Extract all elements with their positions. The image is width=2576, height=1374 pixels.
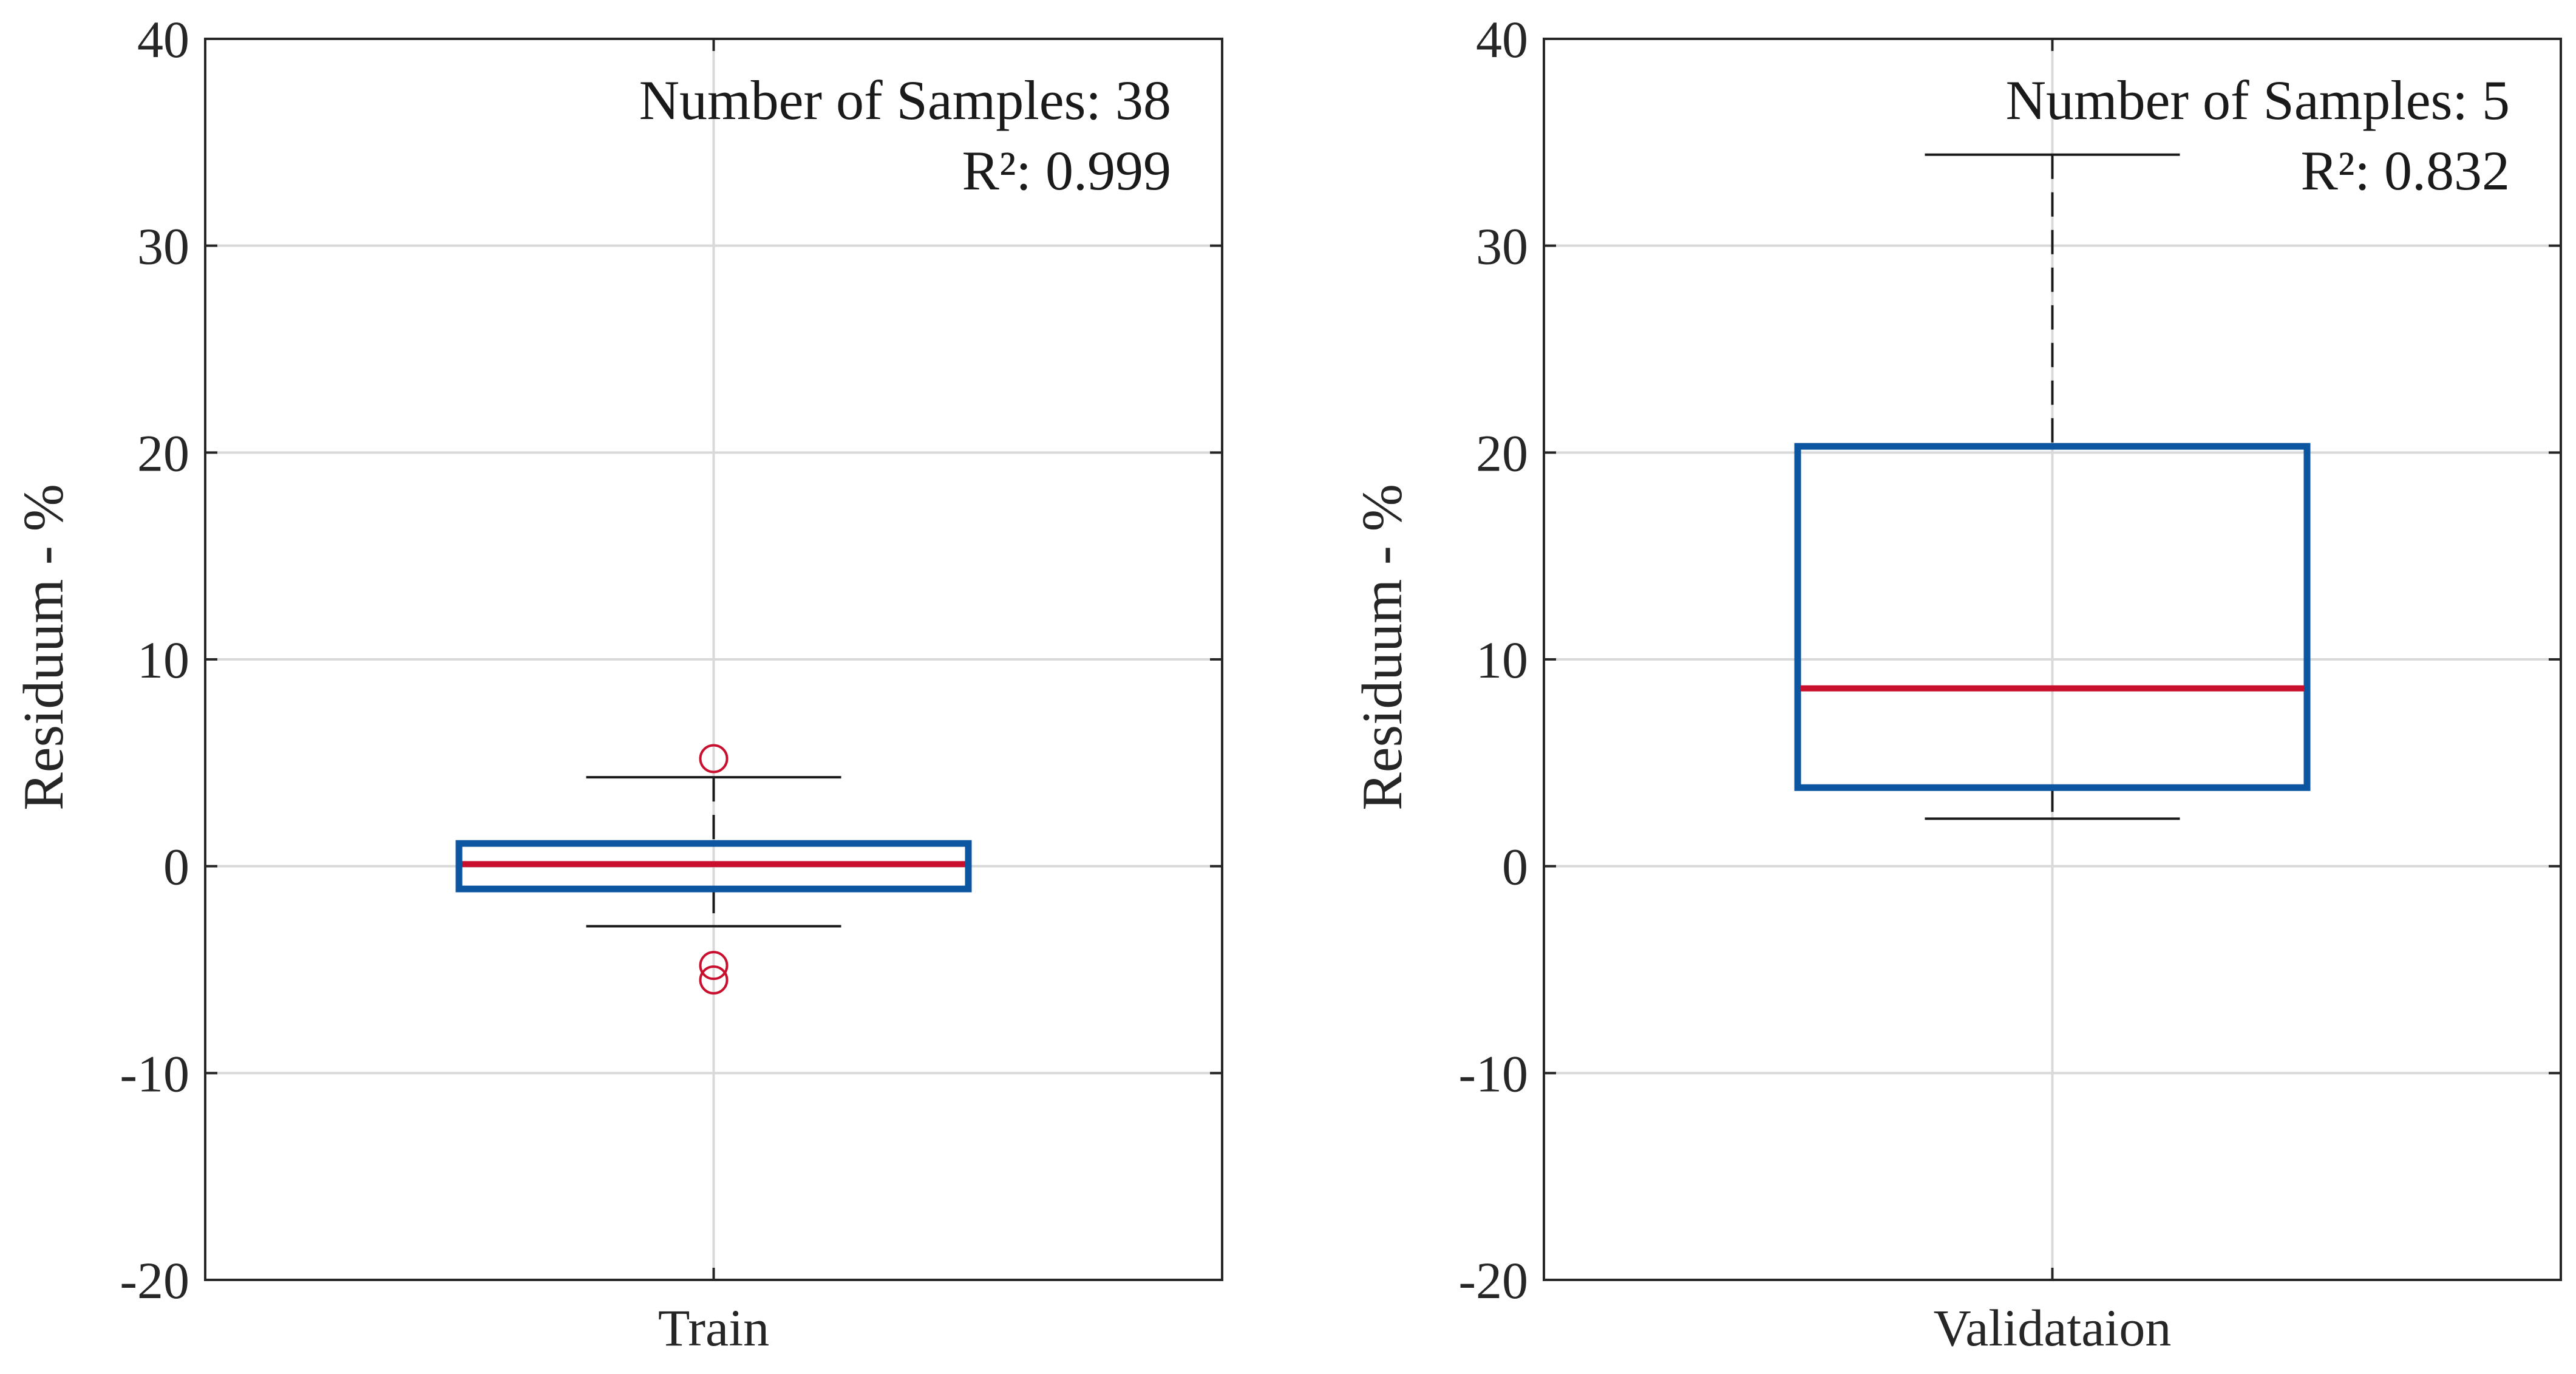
sample-count-annotation: Number of Samples: 5: [2006, 69, 2510, 131]
y-tick-label: 30: [137, 217, 189, 276]
y-tick-label: 40: [137, 10, 189, 69]
y-tick-labels: -20 -10 0 10 20 30 40: [120, 10, 189, 1310]
y-axis-title: Residuum - %: [1351, 484, 1414, 811]
axes-frame: [1543, 38, 2562, 1281]
iqr-box: [455, 840, 972, 893]
grid-lines: [1544, 39, 2561, 1280]
iqr-box: [1794, 443, 2311, 791]
x-category-label: Validataion: [1934, 1299, 2172, 1357]
chart-panel-train: -20 -10 0 10 20 30 40 Train Residuum - %…: [12, 10, 1223, 1357]
axes-frame: [204, 38, 1223, 1281]
y-tick-label: 10: [1476, 631, 1528, 689]
y-tick-label: -10: [120, 1044, 189, 1103]
grid-lines: [205, 39, 1222, 1280]
y-tick-label: -20: [1458, 1251, 1528, 1310]
y-tick-label: 40: [1476, 10, 1528, 69]
r-squared-annotation: R²: 0.832: [2300, 140, 2510, 202]
r-squared-annotation: R²: 0.999: [962, 140, 1171, 202]
outlier-point: [699, 965, 729, 995]
y-tick-label: 30: [1476, 217, 1528, 276]
boxplot-marks: [455, 744, 972, 995]
y-tick-labels: -20 -10 0 10 20 30 40: [1458, 10, 1528, 1310]
boxplot-marks: [1794, 153, 2311, 820]
x-category-label: Train: [658, 1299, 769, 1357]
outlier-point: [699, 744, 729, 774]
outlier-point: [699, 951, 729, 981]
y-tick-label: 0: [1502, 838, 1528, 896]
tick-marks: [205, 38, 1222, 1281]
y-axis-title: Residuum - %: [12, 484, 75, 811]
y-tick-label: 0: [163, 838, 189, 896]
sample-count-annotation: Number of Samples: 38: [639, 69, 1171, 131]
y-tick-label: 20: [1476, 424, 1528, 482]
y-tick-label: -20: [120, 1251, 189, 1310]
chart-panel-validation: -20 -10 0 10 20 30 40 Validataion Residu…: [1351, 10, 2562, 1357]
y-tick-label: 20: [137, 424, 189, 482]
y-tick-label: 10: [137, 631, 189, 689]
y-tick-label: -10: [1458, 1044, 1528, 1103]
